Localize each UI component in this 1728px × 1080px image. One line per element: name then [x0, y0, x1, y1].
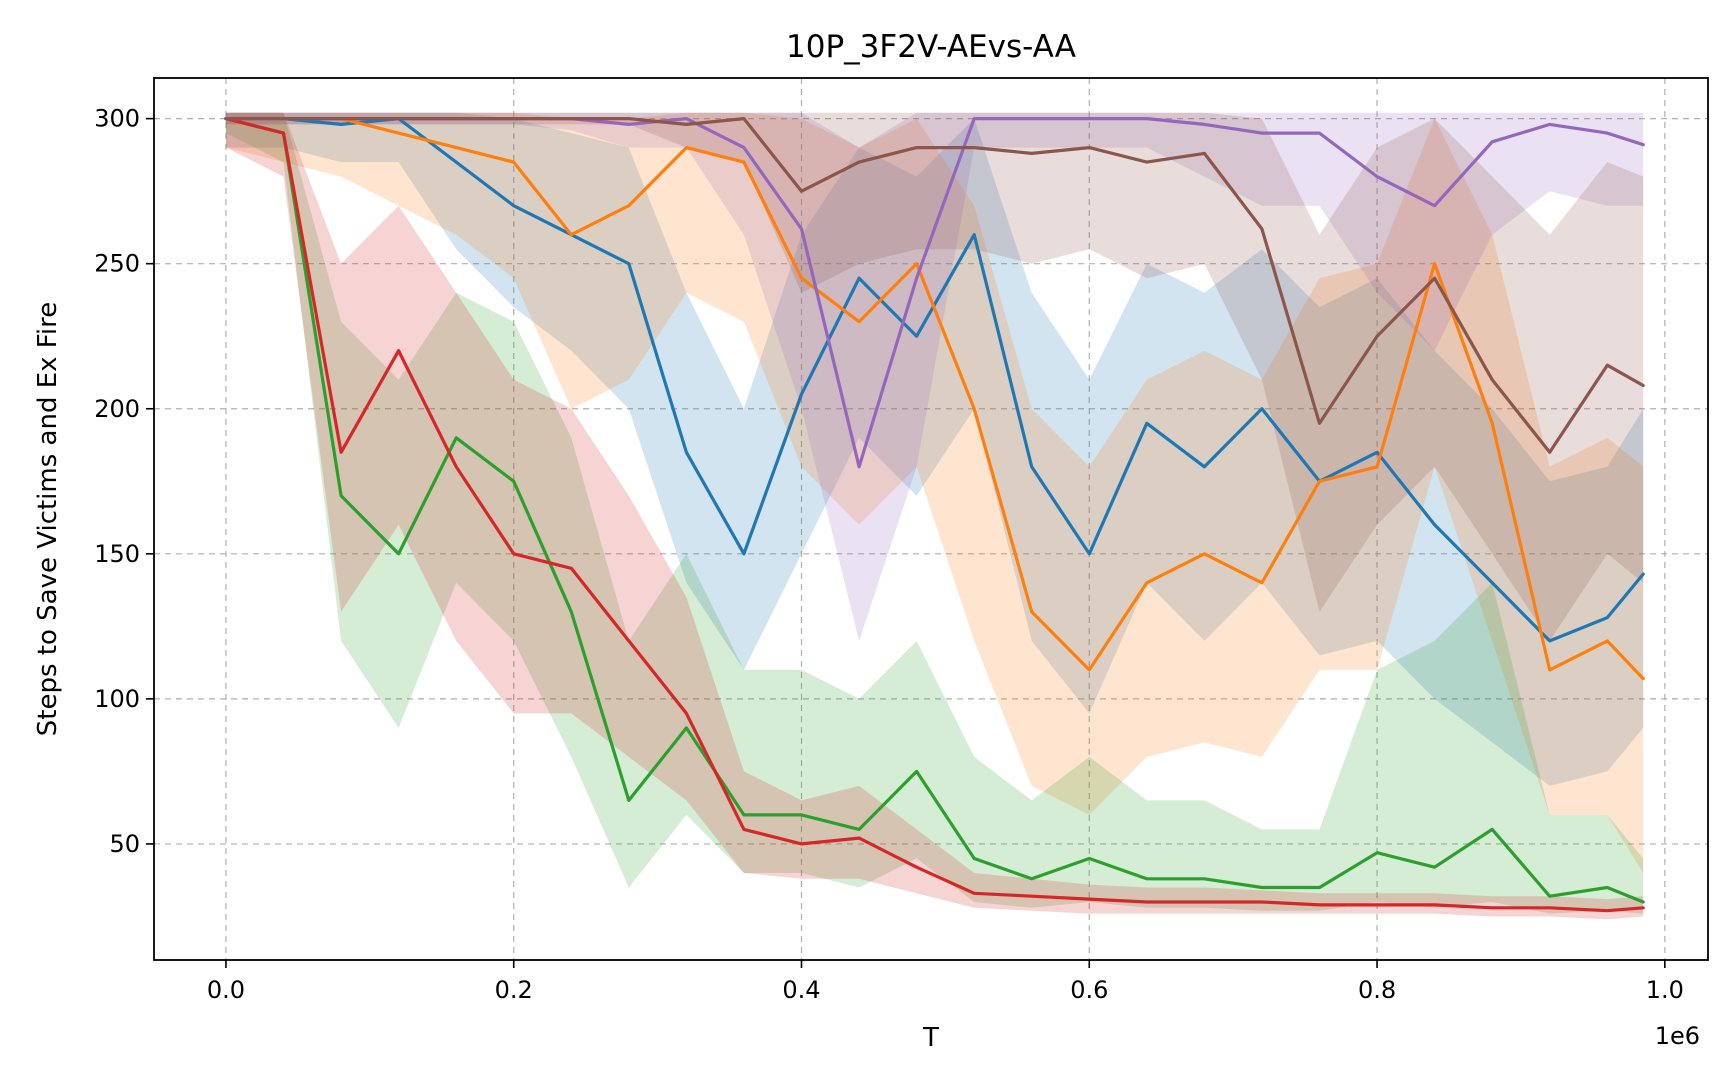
y-tick-label: 50: [109, 830, 140, 858]
chart-title: 10P_3F2V-AEvs-AA: [786, 29, 1076, 65]
series-2-band: [225, 112, 1644, 874]
x-tick-label: 0.8: [1358, 976, 1396, 1004]
y-tick-label: 100: [94, 685, 140, 713]
x-tick-label: 0.4: [782, 976, 820, 1004]
series-1-band: [225, 112, 1644, 786]
series-6-line: [224, 116, 1645, 454]
y-tick-label: 250: [94, 250, 140, 278]
confidence-bands: [225, 112, 1644, 920]
x-tick-label: 0.2: [495, 976, 533, 1004]
series-1-line: [224, 116, 1645, 643]
plot-frame: [153, 77, 1709, 961]
x-tick-label: 0.6: [1070, 976, 1108, 1004]
series-2-line: [224, 116, 1645, 681]
series-4-line: [224, 116, 1645, 913]
y-tick-label: 200: [94, 395, 140, 423]
y-axis-label: Steps to Save Victims and Ex Fire: [33, 302, 63, 736]
x-tick-label: 0.0: [207, 976, 245, 1004]
y-tick-label: 150: [94, 540, 140, 568]
series-4-band: [225, 112, 1644, 920]
x-tick-label: 1.0: [1646, 976, 1684, 1004]
series-3-line: [224, 116, 1645, 904]
series-5-band: [225, 112, 1644, 641]
y-tick-label: 300: [94, 105, 140, 133]
series-6-band: [225, 112, 1644, 641]
x-axis-offset-label: 1e6: [1655, 1022, 1700, 1050]
x-axis-label: T: [922, 1023, 939, 1053]
series-3-band: [225, 112, 1644, 914]
series-lines: [224, 116, 1645, 913]
axis-ticks: 0.0 0.2 0.4 0.6 0.8 1.0 50 100 150 200 250 300: [94, 105, 1684, 1004]
